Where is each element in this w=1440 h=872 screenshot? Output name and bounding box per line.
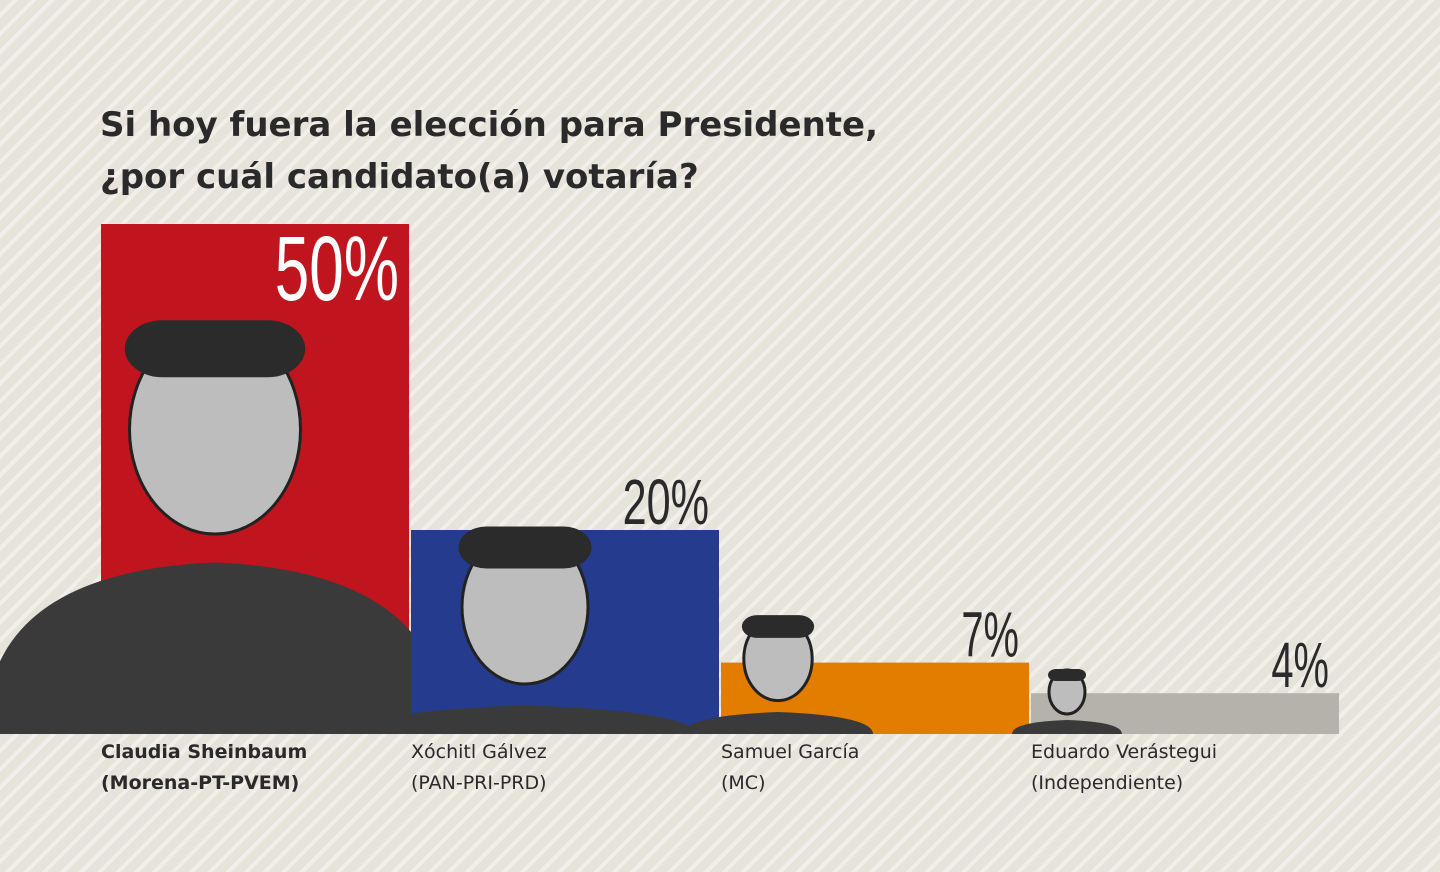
chart-title: Si hoy fuera la elección para Presidente… [100, 105, 878, 145]
photo [683, 712, 873, 734]
category-party: (Independiente) [1031, 772, 1183, 794]
photo [741, 615, 815, 638]
value-label: 7% [961, 599, 1019, 671]
category-label: Claudia Sheinbaum [101, 741, 307, 763]
photo [0, 562, 445, 734]
category-label: Eduardo Verástegui [1031, 741, 1217, 763]
category-label: Xóchitl Gálvez [411, 741, 547, 763]
category-party: (Morena-PT-PVEM) [101, 772, 299, 794]
category-party: (MC) [721, 772, 766, 794]
photo [458, 526, 592, 569]
photo [124, 320, 306, 378]
category-party: (PAN-PRI-PRD) [411, 772, 547, 794]
value-label: 50% [275, 218, 399, 320]
photo [355, 705, 695, 734]
photo [1048, 669, 1086, 681]
category-label: Samuel García [721, 741, 859, 763]
photo [1012, 720, 1122, 734]
value-label: 20% [623, 466, 709, 538]
chart-title: ¿por cuál candidato(a) votaría? [100, 157, 699, 197]
value-label: 4% [1271, 629, 1329, 701]
